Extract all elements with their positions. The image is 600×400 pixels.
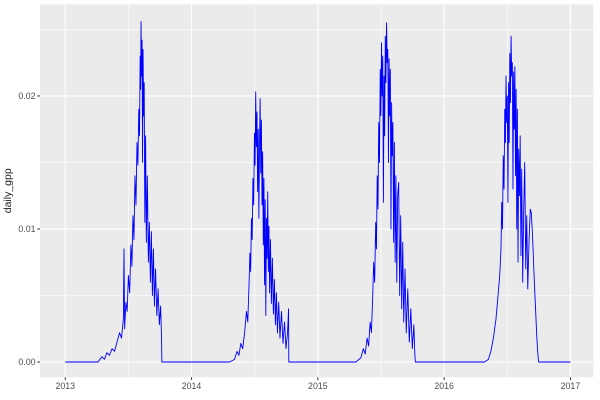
y-tick-label-0.01: 0.01 (18, 224, 35, 234)
y-tick-label-0.00: 0.00 (18, 357, 35, 367)
daily-gpp-line (65, 21, 571, 363)
x-tick-label-2017: 2017 (561, 381, 581, 391)
major-gridlines (40, 4, 594, 378)
x-tick-label-2014: 2014 (182, 381, 202, 391)
axis-tick-labels: 2013 2014 2015 2016 2017 0.00 0.01 0.02 (18, 91, 580, 391)
x-tick-label-2015: 2015 (308, 381, 328, 391)
plot-panel-background (40, 4, 594, 378)
axis-tick-marks (37, 95, 571, 380)
y-axis-title: daily_gpp (2, 168, 14, 213)
x-tick-label-2013: 2013 (55, 381, 75, 391)
y-tick-label-0.02: 0.02 (18, 91, 35, 101)
x-tick-label-2016: 2016 (434, 381, 454, 391)
